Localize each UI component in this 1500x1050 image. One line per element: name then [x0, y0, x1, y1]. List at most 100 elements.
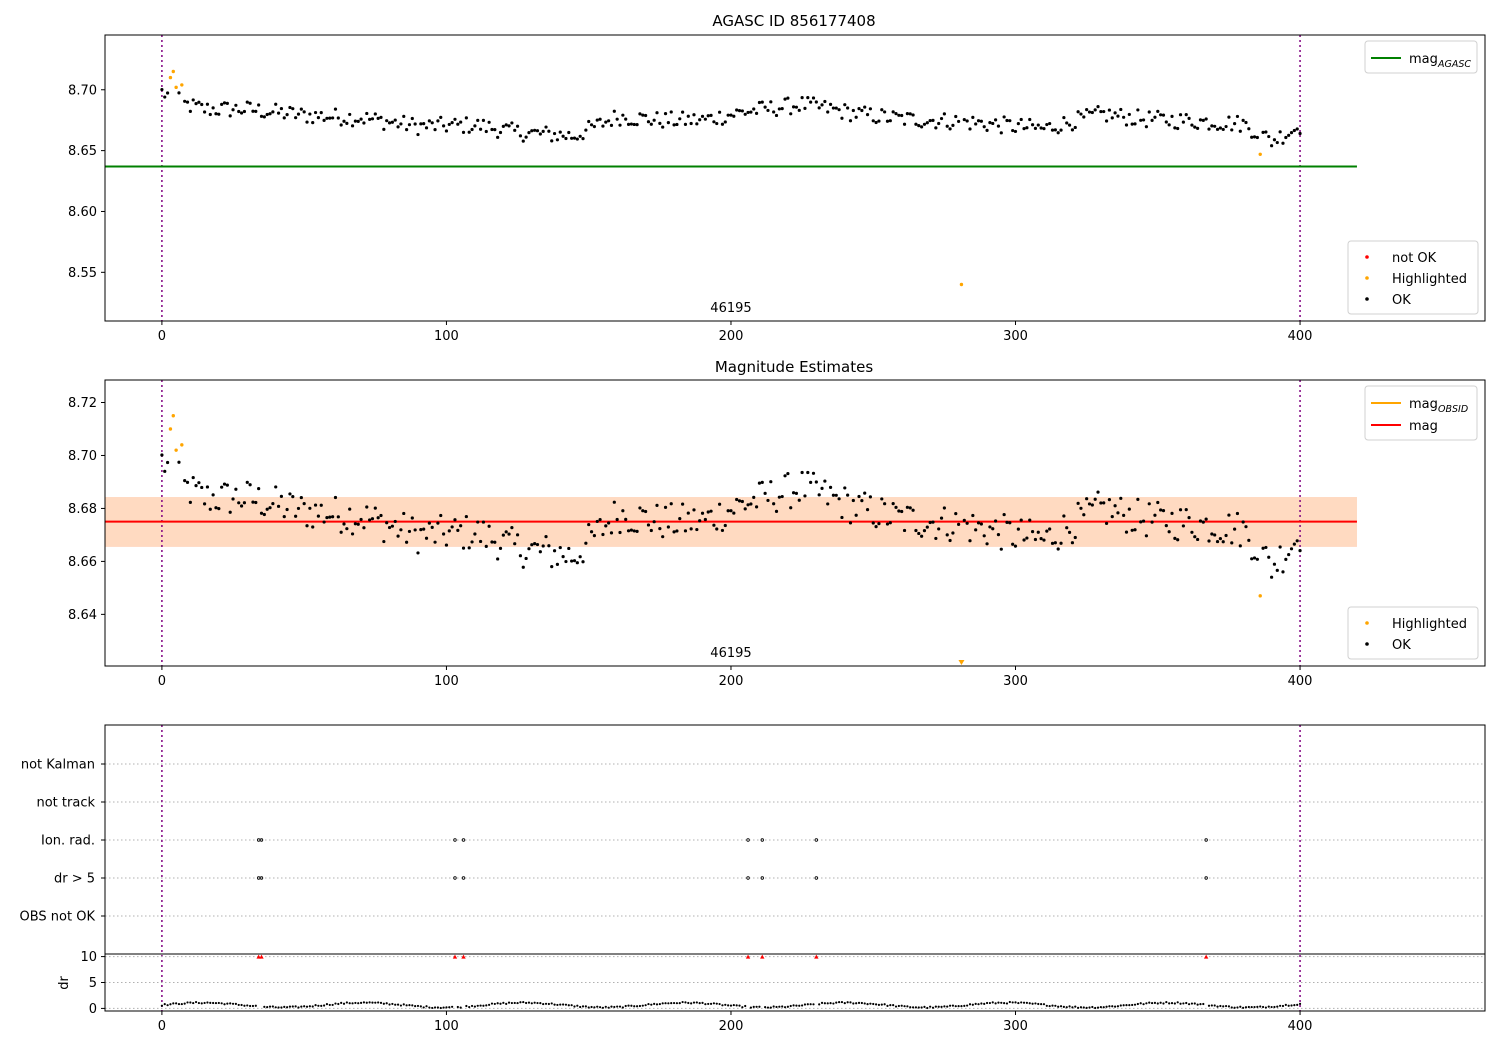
y-tick-label: 10 [80, 950, 97, 965]
ok-point [202, 110, 207, 114]
ok-point [985, 542, 989, 546]
ok-point [518, 554, 523, 558]
ok-point [197, 100, 201, 104]
ok-point [1096, 105, 1100, 109]
highlighted-point [174, 448, 178, 452]
ok-point [885, 119, 890, 123]
dr-point [1057, 1005, 1060, 1008]
ok-point [550, 565, 554, 569]
ok-point [379, 115, 383, 119]
dr-point [294, 1005, 297, 1008]
ok-point [311, 525, 315, 529]
dr-point [843, 1001, 846, 1005]
dr-point [510, 1001, 513, 1005]
ok-point [661, 125, 665, 129]
dr-point [1011, 1001, 1014, 1004]
ok-point [957, 522, 961, 526]
ok-point [1082, 513, 1086, 517]
ok-point [1201, 520, 1205, 524]
ok-point [1082, 115, 1086, 119]
ok-point [490, 540, 494, 544]
ok-point [319, 503, 323, 507]
ok-point [1133, 122, 1137, 126]
ok-point [345, 527, 349, 531]
dr-point [385, 1002, 388, 1005]
ok-point [163, 469, 167, 473]
ok-point [1059, 128, 1063, 132]
ok-point [612, 500, 616, 504]
ok-point [234, 103, 238, 107]
ok-point [681, 502, 685, 506]
ok-point [248, 483, 252, 487]
dr-point [584, 1005, 587, 1008]
ok-point [900, 113, 904, 118]
dr-point [550, 1002, 553, 1005]
ok-point [834, 493, 838, 497]
dr-point [701, 1001, 704, 1005]
ok-point [840, 116, 844, 120]
ok-point [274, 485, 278, 489]
ok-point [1019, 117, 1023, 122]
ok-point [185, 480, 190, 484]
ok-point [271, 110, 275, 114]
dr-point [1236, 1006, 1239, 1009]
ok-point [359, 117, 363, 121]
ok-point [982, 125, 986, 129]
dr-clipped-marker [760, 954, 765, 959]
ok-point [737, 499, 742, 503]
ok-point [1176, 126, 1180, 131]
ok-point [1210, 532, 1214, 536]
dr-point [485, 1004, 488, 1007]
ok-point [1241, 118, 1245, 122]
dr-point [974, 1002, 977, 1005]
dr-point [249, 1004, 252, 1008]
flag-point [1204, 838, 1208, 842]
dr-point [379, 1001, 383, 1004]
flag-point [256, 838, 261, 842]
ok-point [780, 494, 784, 499]
ok-point [533, 128, 537, 132]
ok-point [672, 123, 676, 127]
ok-point [1267, 555, 1271, 559]
dr-point [880, 1003, 883, 1006]
legend-swatch-dot [1365, 642, 1369, 646]
ok-point [604, 524, 608, 528]
dr-point [305, 1005, 309, 1008]
ok-point [948, 127, 952, 131]
dr-point [1074, 1005, 1077, 1008]
dr-point [1099, 1005, 1102, 1009]
ok-point [629, 122, 633, 126]
ok-point [914, 122, 918, 126]
ok-point [205, 485, 210, 489]
ok-point [302, 110, 306, 114]
ok-point [729, 509, 733, 513]
ok-point [1193, 535, 1197, 539]
dr-point [1022, 1001, 1026, 1004]
ok-point [589, 123, 594, 127]
ok-point [971, 513, 975, 518]
x-tick-label: 100 [434, 329, 459, 344]
ok-point [257, 487, 261, 491]
dr-point [1247, 1005, 1250, 1009]
dr-point [189, 1001, 192, 1004]
flag-point [461, 876, 466, 880]
ok-point [1255, 557, 1259, 561]
ok-point [863, 491, 867, 495]
ok-point [282, 515, 286, 519]
ok-point [649, 122, 653, 126]
ok-point [1284, 557, 1288, 561]
ok-point [231, 108, 235, 112]
dr-point [1037, 1002, 1040, 1006]
ok-point [709, 509, 713, 513]
dr-point [271, 1005, 274, 1008]
ok-point [814, 480, 818, 484]
ok-point [609, 531, 614, 535]
obs-label: 46195 [710, 301, 751, 316]
ok-point [937, 527, 941, 531]
ok-point [1289, 547, 1294, 551]
dr-point [325, 1003, 329, 1006]
ok-point [177, 460, 181, 464]
ok-point [874, 120, 878, 125]
ok-point [225, 101, 229, 105]
ok-point [1124, 123, 1129, 127]
